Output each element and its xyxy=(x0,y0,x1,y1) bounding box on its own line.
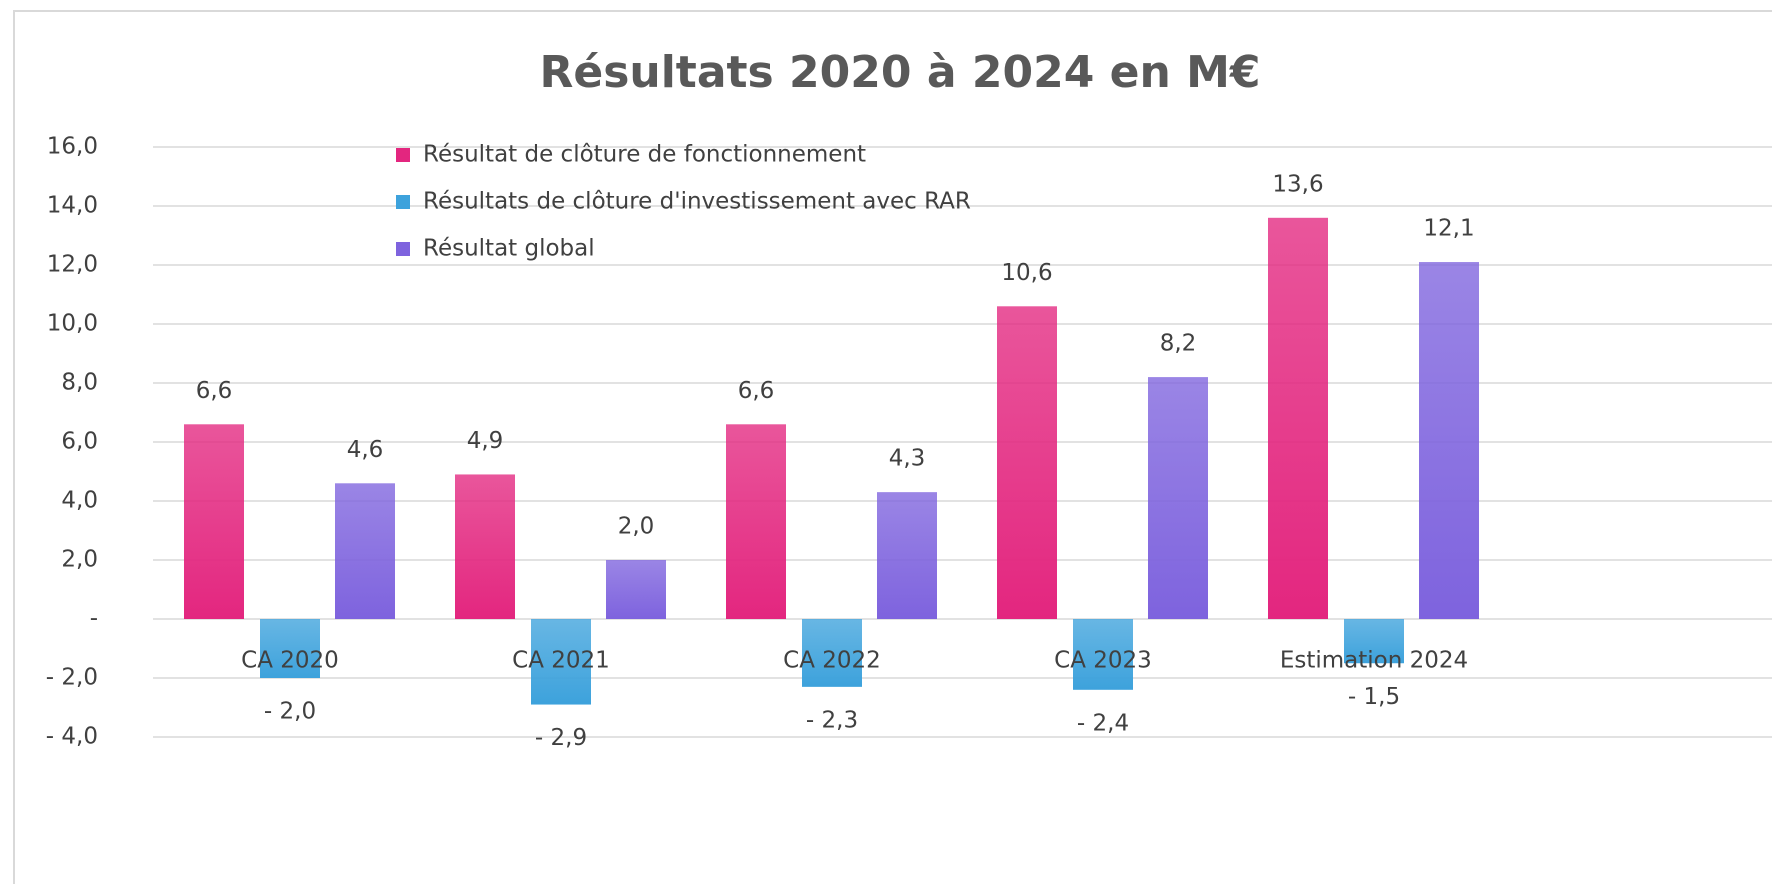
bar xyxy=(1344,619,1404,664)
bar xyxy=(1268,217,1328,620)
bar xyxy=(1419,262,1479,619)
y-tick-label: 6,0 xyxy=(61,429,98,455)
data-label: - 2,0 xyxy=(264,699,316,725)
data-label: - 2,3 xyxy=(806,707,858,733)
data-label: 4,9 xyxy=(467,428,504,454)
bar xyxy=(1073,619,1133,690)
y-tick-label: 2,0 xyxy=(61,547,98,573)
legend-swatch xyxy=(396,242,410,256)
chart-title: Résultats 2020 à 2024 en M€ xyxy=(539,47,1260,98)
y-tick-label: 4,0 xyxy=(61,488,98,514)
legend-label: Résultat de clôture de fonctionnement xyxy=(423,142,866,168)
y-tick-label: 8,0 xyxy=(61,370,98,396)
x-tick-label: Estimation 2024 xyxy=(1280,648,1468,674)
y-tick-label: - xyxy=(90,606,98,632)
data-label: 10,6 xyxy=(1001,260,1052,286)
x-tick-label: CA 2020 xyxy=(241,648,339,674)
y-tick-label: 10,0 xyxy=(47,311,98,337)
data-label: 2,0 xyxy=(618,514,655,540)
bar xyxy=(184,424,244,619)
bar xyxy=(260,619,320,678)
y-tick-label: - 4,0 xyxy=(46,724,98,750)
data-label: 6,6 xyxy=(196,378,233,404)
data-label: - 1,5 xyxy=(1348,684,1400,710)
bar xyxy=(606,560,666,619)
data-label: 4,3 xyxy=(889,446,926,472)
bar xyxy=(455,474,515,619)
bar xyxy=(531,619,591,705)
data-label: 6,6 xyxy=(738,378,775,404)
bar xyxy=(726,424,786,619)
bar xyxy=(877,492,937,619)
data-label: - 2,9 xyxy=(535,725,587,751)
y-tick-label: 16,0 xyxy=(47,134,98,160)
y-tick-label: - 2,0 xyxy=(46,665,98,691)
data-label: 13,6 xyxy=(1272,171,1323,197)
bar xyxy=(997,306,1057,619)
bar xyxy=(802,619,862,687)
legend-label: Résultat global xyxy=(423,236,595,262)
bar xyxy=(335,483,395,619)
data-label: 12,1 xyxy=(1423,216,1474,242)
y-tick-label: 14,0 xyxy=(47,193,98,219)
legend-label: Résultats de clôture d'investissement av… xyxy=(423,189,971,215)
x-tick-label: CA 2023 xyxy=(1054,648,1152,674)
data-label: - 2,4 xyxy=(1077,710,1129,736)
data-label: 8,2 xyxy=(1160,331,1197,357)
bar xyxy=(1148,377,1208,619)
legend-swatch xyxy=(396,195,410,209)
y-tick-label: 12,0 xyxy=(47,252,98,278)
x-tick-label: CA 2021 xyxy=(512,648,610,674)
data-label: 4,6 xyxy=(347,437,384,463)
x-tick-label: CA 2022 xyxy=(783,648,881,674)
legend-swatch xyxy=(396,148,410,162)
